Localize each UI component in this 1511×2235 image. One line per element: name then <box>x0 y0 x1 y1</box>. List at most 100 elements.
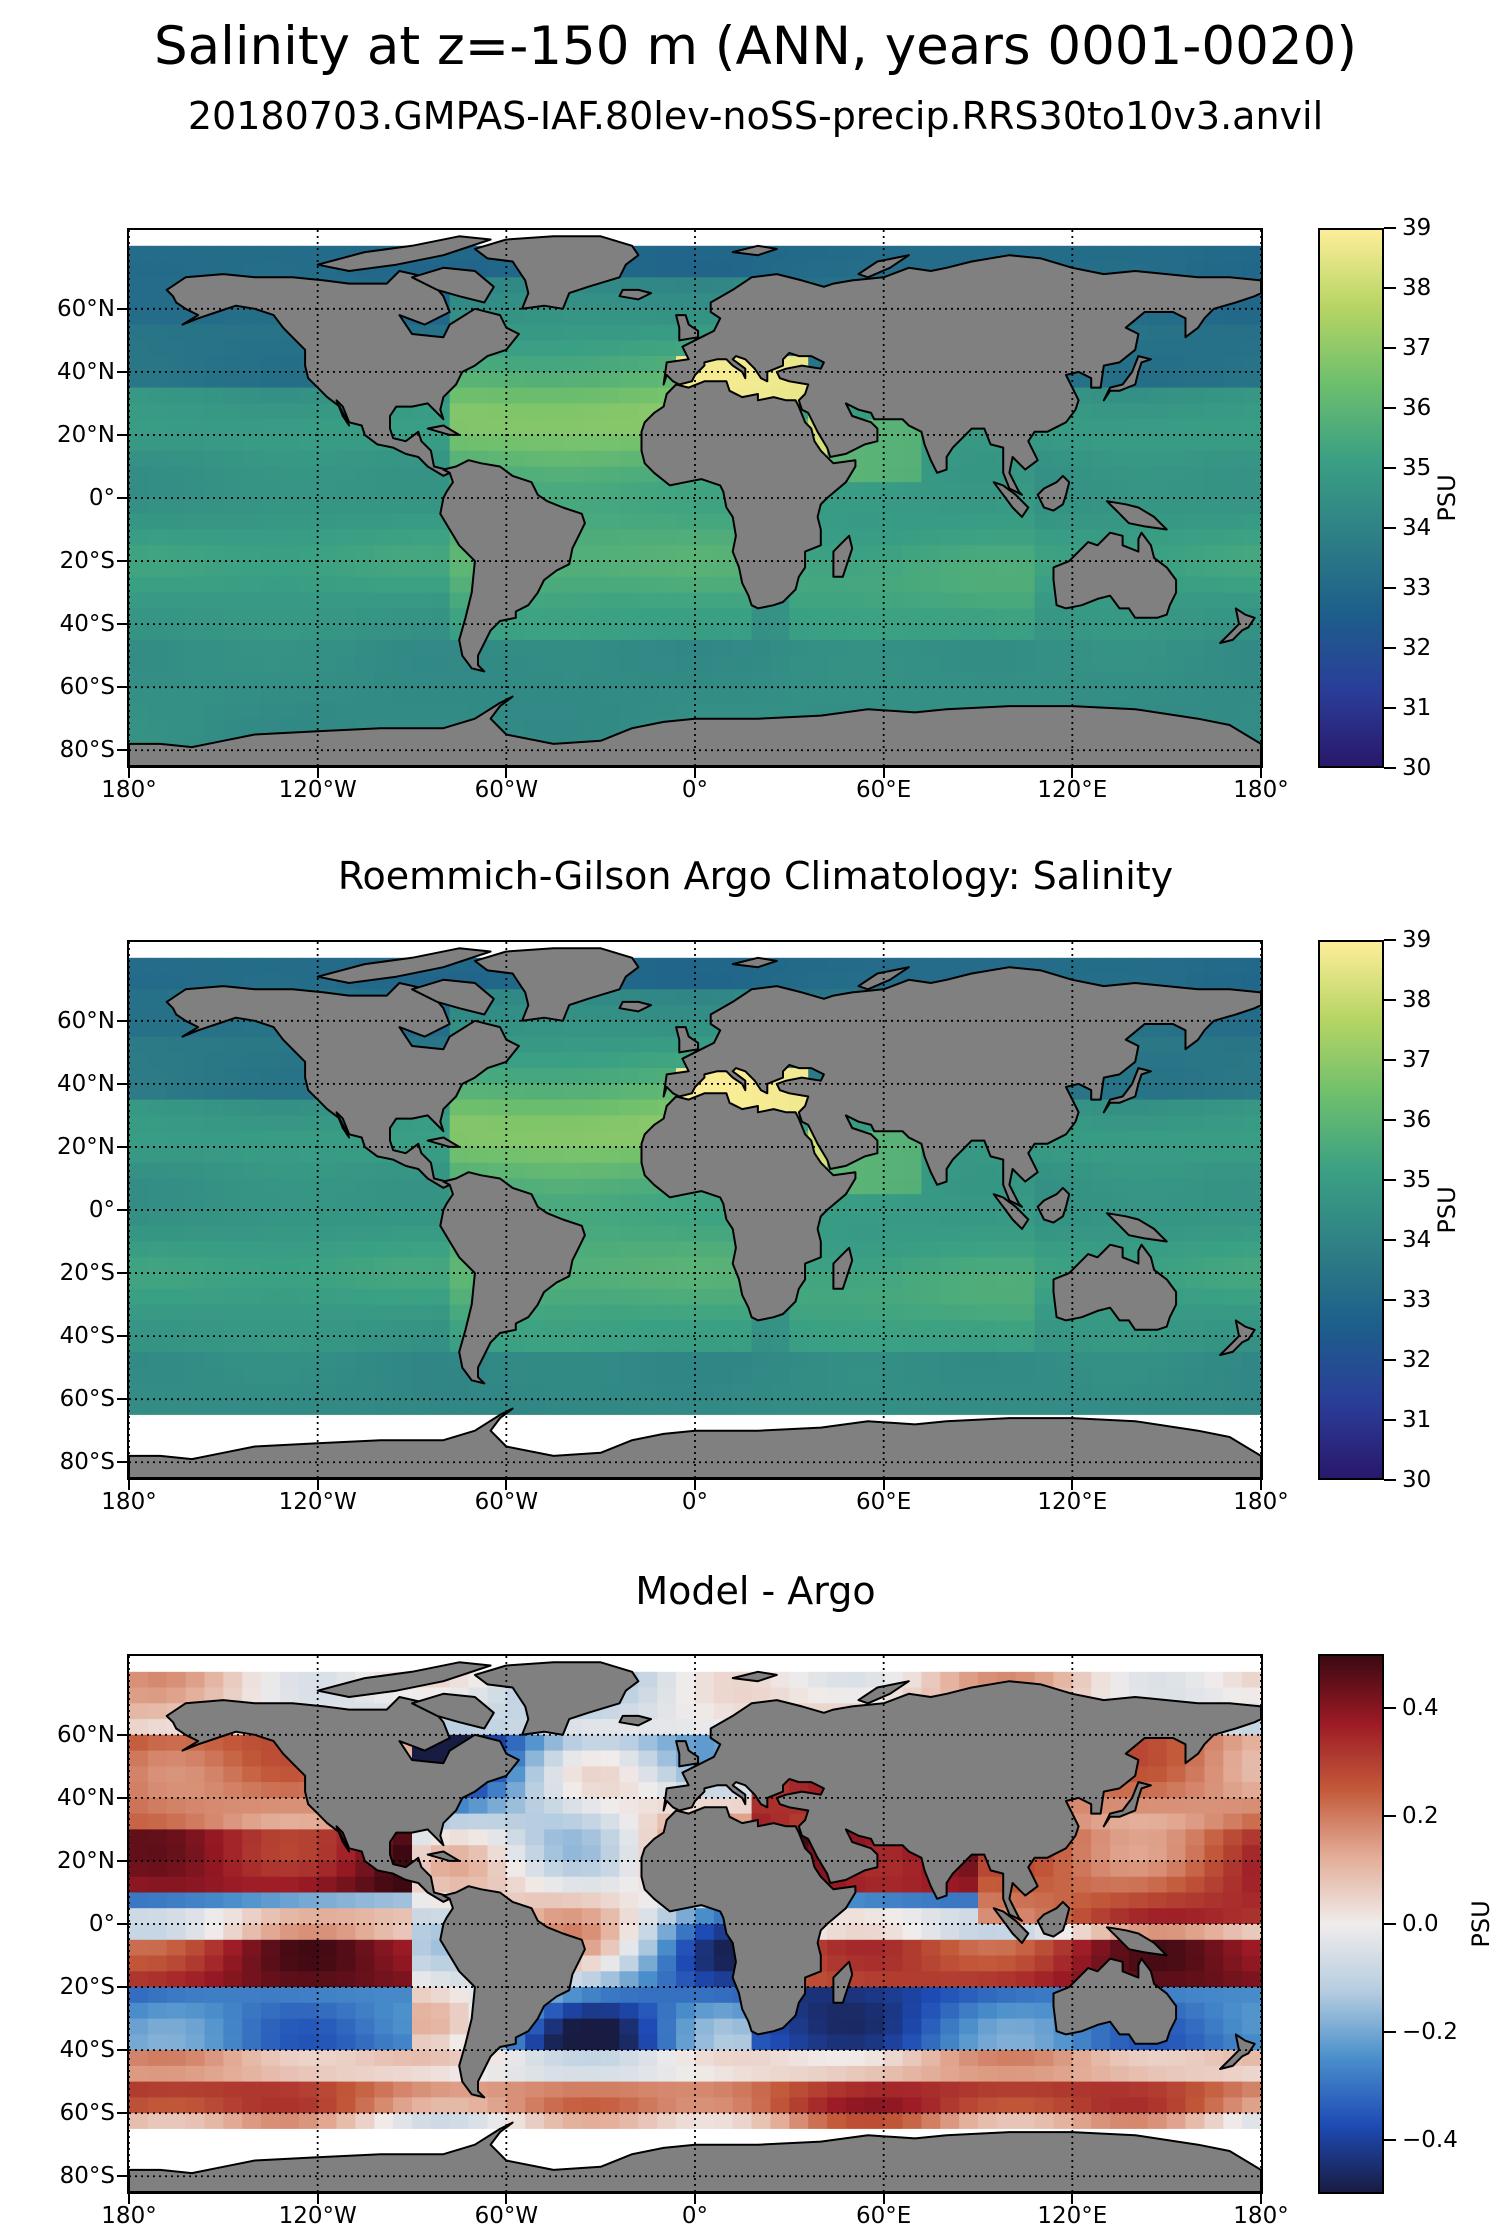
field-cell <box>1185 419 1205 436</box>
field-cell <box>544 592 564 609</box>
field-cell <box>827 942 847 959</box>
field-cell <box>638 561 658 578</box>
field-cell <box>695 687 715 704</box>
field-cell <box>638 1797 658 1815</box>
field-cell <box>845 942 866 959</box>
field-cell <box>298 1829 319 1846</box>
field-cell <box>261 1068 281 1085</box>
field-cell <box>1204 1257 1224 1274</box>
field-cell <box>1242 1734 1261 1752</box>
field-cell <box>1223 1178 1243 1195</box>
field-cell <box>978 1351 998 1369</box>
field-cell <box>713 261 734 278</box>
field-cell <box>261 403 281 420</box>
field-cell <box>619 1367 639 1384</box>
field-cell <box>713 561 734 578</box>
field-cell <box>544 655 564 672</box>
field-cell <box>185 671 206 688</box>
field-cell <box>638 957 658 975</box>
field-cell <box>1223 419 1243 436</box>
field-cell <box>1072 671 1092 688</box>
field-cell <box>770 1336 790 1353</box>
field-cell <box>166 1036 187 1053</box>
field-cell <box>751 261 772 278</box>
field-cell <box>600 482 621 499</box>
field-cell <box>996 545 1017 562</box>
field-cell <box>978 576 998 594</box>
field-cell <box>751 687 772 704</box>
field-cell <box>242 498 262 515</box>
field-cell <box>336 624 356 641</box>
field-cell <box>581 1146 602 1164</box>
field-cell <box>996 1399 1017 1416</box>
field-cell <box>129 403 149 420</box>
field-cell <box>223 356 243 373</box>
field-cell <box>921 1210 941 1227</box>
field-cell <box>242 1860 262 1878</box>
field-cell <box>581 1414 602 1432</box>
field-cell <box>1091 1671 1111 1689</box>
field-cell <box>638 608 658 625</box>
field-cell <box>959 1383 979 1400</box>
field-cell <box>223 513 243 531</box>
field-cell <box>185 450 206 468</box>
field-cell <box>751 608 772 625</box>
field-cell <box>147 450 168 468</box>
field-cell <box>242 419 262 436</box>
field-cell <box>487 1829 507 1846</box>
field-cell <box>487 1367 507 1384</box>
field-cell <box>393 561 413 578</box>
field-cell <box>732 1383 753 1400</box>
field-cell <box>695 942 715 959</box>
field-cell <box>242 513 262 531</box>
field-cell <box>317 545 338 562</box>
field-cell <box>1223 1750 1243 1767</box>
field-cell <box>261 1367 281 1384</box>
field-cell <box>1242 387 1261 404</box>
field-cell <box>1223 261 1243 278</box>
field-cell <box>1223 1399 1243 1416</box>
field-cell <box>166 942 187 959</box>
field-cell <box>940 561 960 578</box>
field-cell <box>978 1288 998 1306</box>
field-cell <box>1091 230 1111 247</box>
field-cell <box>129 1671 149 1689</box>
field-cell <box>1091 482 1111 499</box>
field-cell <box>487 1687 507 1704</box>
field-cell <box>1166 1766 1187 1783</box>
field-cell <box>959 466 979 483</box>
field-cell <box>1166 1131 1187 1148</box>
field-cell <box>638 261 658 278</box>
field-cell <box>261 1241 281 1258</box>
field-cell <box>732 671 753 688</box>
field-cell <box>279 1399 300 1416</box>
field-cell <box>204 1273 224 1290</box>
field-cell <box>713 277 734 294</box>
field-cell <box>374 655 394 672</box>
field-cell <box>1053 1860 1073 1878</box>
field-cell <box>317 1131 338 1148</box>
field-cell <box>619 1399 639 1416</box>
field-cell <box>1223 1257 1243 1274</box>
field-cell <box>600 340 621 357</box>
field-cell <box>732 371 753 389</box>
field-cell <box>940 592 960 609</box>
field-cell <box>808 230 828 247</box>
field-cell <box>374 466 394 483</box>
field-cell <box>242 1162 262 1180</box>
field-cell <box>147 1829 168 1846</box>
field-cell <box>581 1273 602 1290</box>
field-cell <box>676 245 696 263</box>
field-cell <box>845 1367 866 1384</box>
field-cell <box>185 1766 206 1783</box>
field-cell <box>1204 576 1224 594</box>
field-cell <box>1053 1146 1073 1164</box>
field-cell <box>1015 1288 1036 1306</box>
field-cell <box>676 1225 696 1243</box>
field-cell <box>619 466 639 483</box>
field-cell <box>1015 1304 1036 1321</box>
field-cell <box>544 1099 564 1116</box>
field-cell <box>1053 230 1073 247</box>
field-cell <box>430 1399 451 1416</box>
field-cell <box>1223 387 1243 404</box>
